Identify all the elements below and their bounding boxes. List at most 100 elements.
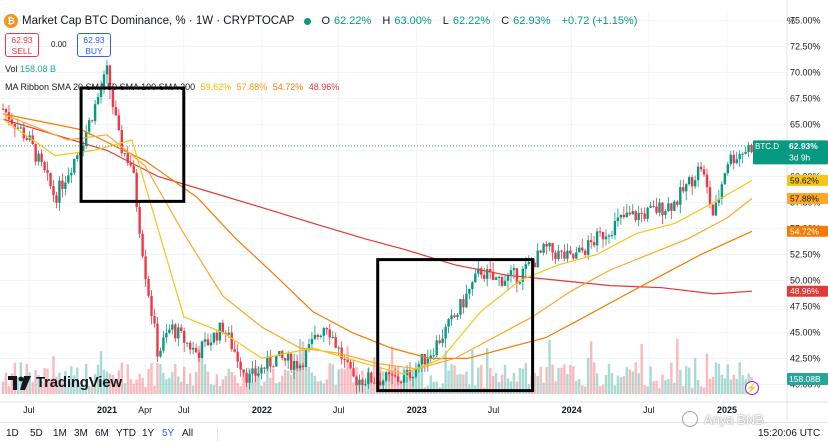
- candle-body: [61, 180, 64, 189]
- volume-bar: [607, 363, 611, 394]
- candle-body: [340, 347, 343, 360]
- price-tag-btc-d[interactable]: [753, 140, 828, 165]
- candle-body: [429, 355, 432, 359]
- annotation-box-1[interactable]: [79, 86, 186, 203]
- candle-body: [87, 120, 91, 132]
- volume-bar: [224, 376, 227, 394]
- sell-button[interactable]: 62.93 SELL: [5, 33, 39, 57]
- price-tag-sma20[interactable]: [787, 174, 828, 186]
- candle-body: [649, 205, 652, 208]
- candle-body: [382, 380, 385, 386]
- volume-bar: [667, 378, 670, 394]
- volume-bar: [598, 386, 602, 394]
- volume-bar: [690, 387, 694, 394]
- volume-bar: [123, 383, 126, 394]
- candle-body: [396, 376, 400, 382]
- volume-bar: [40, 381, 43, 394]
- price-tag-sma100[interactable]: [787, 225, 828, 237]
- volume-bar: [542, 382, 545, 394]
- candle-body: [714, 202, 718, 216]
- candle-body: [554, 252, 557, 260]
- volume-value: 158.08 B: [20, 64, 57, 74]
- volume-bar: [524, 363, 528, 394]
- range-all-button[interactable]: All: [182, 428, 194, 439]
- candle-body: [601, 232, 605, 240]
- candle-body: [575, 252, 578, 259]
- range-6m-button[interactable]: 6M: [95, 428, 109, 439]
- volume-bar: [536, 375, 539, 394]
- annotation-box-2[interactable]: [376, 258, 535, 393]
- market-status-dot-icon[interactable]: [304, 17, 312, 25]
- volume-bar: [266, 356, 269, 394]
- candle-body: [500, 277, 504, 286]
- volume-bar: [343, 369, 346, 394]
- volume-bar: [307, 366, 311, 394]
- scale-unit-label[interactable]: %: [787, 16, 796, 26]
- price-tag-sma20-value: 59.62%: [790, 175, 819, 185]
- candle-body: [242, 369, 245, 373]
- candle-body: [379, 381, 382, 386]
- volume-bar: [114, 378, 118, 394]
- candle-body: [292, 360, 296, 370]
- sma200-legend-value: 48.96%: [308, 82, 340, 92]
- price-tag-sma50[interactable]: [787, 192, 828, 204]
- volume-bar: [281, 375, 284, 394]
- volume-bar: [613, 385, 617, 394]
- utc-clock[interactable]: 15:20:06 UTC: [758, 428, 821, 439]
- candle-body: [174, 324, 177, 339]
- volume-bar: [566, 374, 569, 394]
- range-5y-button[interactable]: 5Y: [162, 428, 175, 439]
- candle-body: [685, 184, 688, 192]
- candle-body: [536, 250, 539, 268]
- lightning-icon[interactable]: ⚡: [745, 381, 759, 395]
- price-tag-sma200[interactable]: [787, 285, 828, 297]
- candle-body: [586, 240, 590, 255]
- volume-bar: [735, 378, 738, 394]
- volume-bar: [646, 386, 649, 394]
- volume-bar: [284, 369, 287, 394]
- candle-body: [729, 154, 732, 165]
- volume-bar: [331, 364, 334, 394]
- candle-body: [521, 268, 525, 282]
- volume-bar: [209, 384, 213, 394]
- volume-bar: [251, 382, 254, 394]
- candle-body: [286, 353, 290, 361]
- candle-body: [313, 334, 317, 339]
- range-5d-button[interactable]: 5D: [30, 428, 43, 439]
- symbol-title[interactable]: Market Cap BTC Dominance, % · 1W · CRYPT…: [22, 15, 295, 27]
- ma-ribbon-legend[interactable]: MA Ribbon SMA 20 SMA 50 SMA 100 SMA 200 …: [5, 82, 339, 92]
- volume-bar: [55, 376, 58, 394]
- candle-body: [393, 375, 397, 377]
- range-3m-button[interactable]: 3M: [74, 428, 88, 439]
- candle-body: [426, 358, 429, 365]
- candle-body: [90, 120, 94, 122]
- range-ytd-button[interactable]: YTD: [116, 428, 136, 439]
- candle-body: [260, 367, 263, 374]
- volume-bar: [150, 363, 153, 394]
- range-1m-button[interactable]: 1M: [53, 428, 67, 439]
- volume-bar: [497, 381, 501, 394]
- volume-bar: [384, 374, 388, 394]
- buy-button[interactable]: 62.93 BUY: [77, 33, 111, 57]
- volume-bar: [129, 379, 132, 394]
- x-tick-label: Jul: [23, 405, 35, 415]
- volume-bar: [548, 339, 551, 394]
- volume-bar: [242, 369, 245, 394]
- volume-bar: [702, 387, 706, 394]
- candle-body: [610, 235, 614, 237]
- tradingview-logo[interactable]: TradingView: [8, 374, 122, 391]
- candle-body: [307, 344, 311, 350]
- volume-bar: [610, 373, 614, 394]
- candle-body: [370, 372, 373, 383]
- candle-body: [171, 324, 174, 330]
- volume-bar: [70, 366, 73, 394]
- range-1d-button[interactable]: 1D: [6, 428, 19, 439]
- candle-body: [483, 274, 486, 279]
- range-1y-button[interactable]: 1Y: [142, 428, 155, 439]
- candle-body: [402, 375, 406, 383]
- volume-legend[interactable]: Vol 158.08 B: [5, 64, 56, 74]
- open-key: O: [321, 15, 331, 27]
- price-scale[interactable]: [787, 0, 828, 420]
- volume-tag[interactable]: [787, 373, 828, 385]
